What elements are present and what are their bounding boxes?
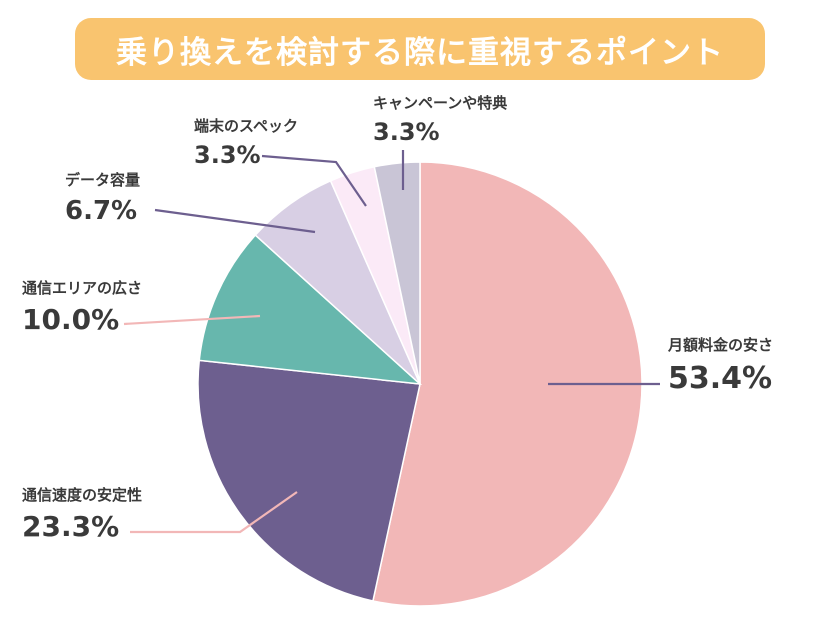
slice-label-4: データ容量 bbox=[65, 171, 140, 189]
pie-slice-2 bbox=[197, 359, 421, 602]
slice-label-5: 端末のスペック bbox=[194, 117, 298, 135]
slice-label-1: 月額料金の安さ bbox=[667, 336, 773, 354]
slice-label-2: 通信速度の安定性 bbox=[22, 486, 142, 504]
pie-slice-3 bbox=[198, 234, 423, 385]
leader-line-3 bbox=[123, 314, 261, 326]
slice-value-2: 23.3% bbox=[22, 510, 119, 543]
slice-label-3: 通信エリアの広さ bbox=[22, 279, 142, 297]
title-banner: 乗り換えを検討する際に重視するポイント bbox=[75, 18, 765, 80]
slice-value-3: 10.0% bbox=[22, 303, 119, 336]
pie-slice-1 bbox=[372, 161, 643, 607]
slice-label-6: キャンペーンや特典 bbox=[373, 94, 507, 112]
slice-value-4: 6.7% bbox=[65, 196, 137, 226]
slice-value-5: 3.3% bbox=[194, 141, 261, 169]
chart-title: 乗り換えを検討する際に重視するポイント bbox=[116, 34, 724, 71]
leader-line-4 bbox=[154, 208, 316, 234]
slice-value-1: 53.4% bbox=[668, 361, 772, 396]
leader-line-5 bbox=[261, 154, 367, 207]
pie-slice-6 bbox=[373, 161, 421, 385]
slice-value-6: 3.3% bbox=[373, 118, 440, 146]
leader-line-2 bbox=[130, 491, 298, 534]
